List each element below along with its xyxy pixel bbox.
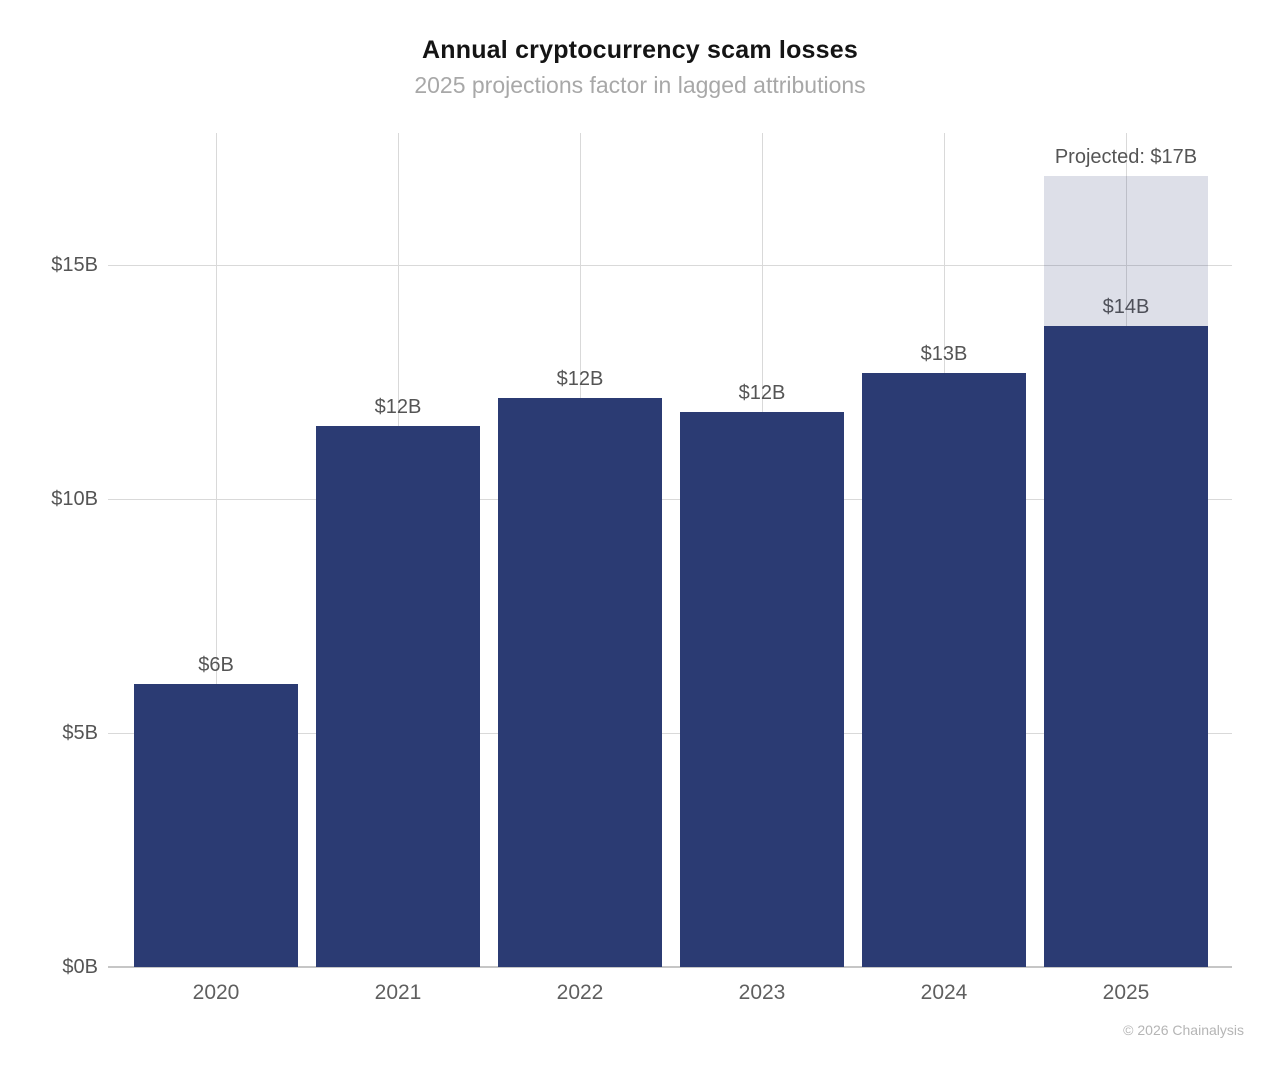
bar-value-label-2022: $12B [556,368,604,391]
y-gridline-10b [108,498,1232,500]
x-axis-tick-label-2025: 2025 [1102,981,1150,1004]
bar-value-label-2023: $12B [738,382,786,405]
bar-value-label-2020: $6B [198,653,234,676]
x-axis-tick-label-2023: 2023 [738,981,786,1004]
x-axis-line [108,966,1232,968]
bar-2021 [316,426,480,967]
x-axis-tick-label-2024: 2024 [920,981,968,1004]
chart-title: Annual cryptocurrency scam losses [422,36,858,64]
copyright-credit: © 2026 Chainalysis [1123,1022,1244,1038]
projected-bar-segment-2025 [1044,176,1208,326]
y-axis-tick-label: $5B [62,722,98,744]
y-gridline-5b [108,732,1232,734]
y-gridline-15b [108,264,1232,266]
projected-value-label: Projected: $17B [1054,146,1198,169]
x-axis-tick-label-2021: 2021 [374,981,422,1004]
x-axis-tick-label-2020: 2020 [192,981,240,1004]
bar-2022 [498,398,662,967]
y-axis-tick-label: $0B [62,956,98,978]
bar-2025 [1044,325,1208,967]
bar-value-label-2025: $14B [1102,295,1150,318]
bar-2020 [134,683,298,967]
bar-2024 [862,372,1026,967]
bar-2023 [680,412,844,967]
bar-value-label-2021: $12B [374,396,422,419]
bar-value-label-2024: $13B [920,342,968,365]
y-axis-tick-label: $10B [51,488,98,510]
chart-subtitle: 2025 projections factor in lagged attrib… [414,72,866,98]
y-axis-tick-label: $15B [51,254,98,276]
x-axis-tick-label-2022: 2022 [556,981,604,1004]
v-gridline-2020 [215,133,217,967]
